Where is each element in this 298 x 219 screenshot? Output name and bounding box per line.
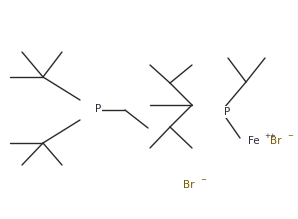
Text: −: − bbox=[287, 133, 293, 139]
Text: P: P bbox=[224, 107, 230, 117]
Text: P: P bbox=[95, 104, 101, 114]
Text: ++: ++ bbox=[264, 133, 276, 139]
Text: Fe: Fe bbox=[248, 136, 260, 146]
Text: Br: Br bbox=[270, 136, 282, 146]
Text: −: − bbox=[200, 177, 206, 183]
Text: Br: Br bbox=[183, 180, 195, 190]
